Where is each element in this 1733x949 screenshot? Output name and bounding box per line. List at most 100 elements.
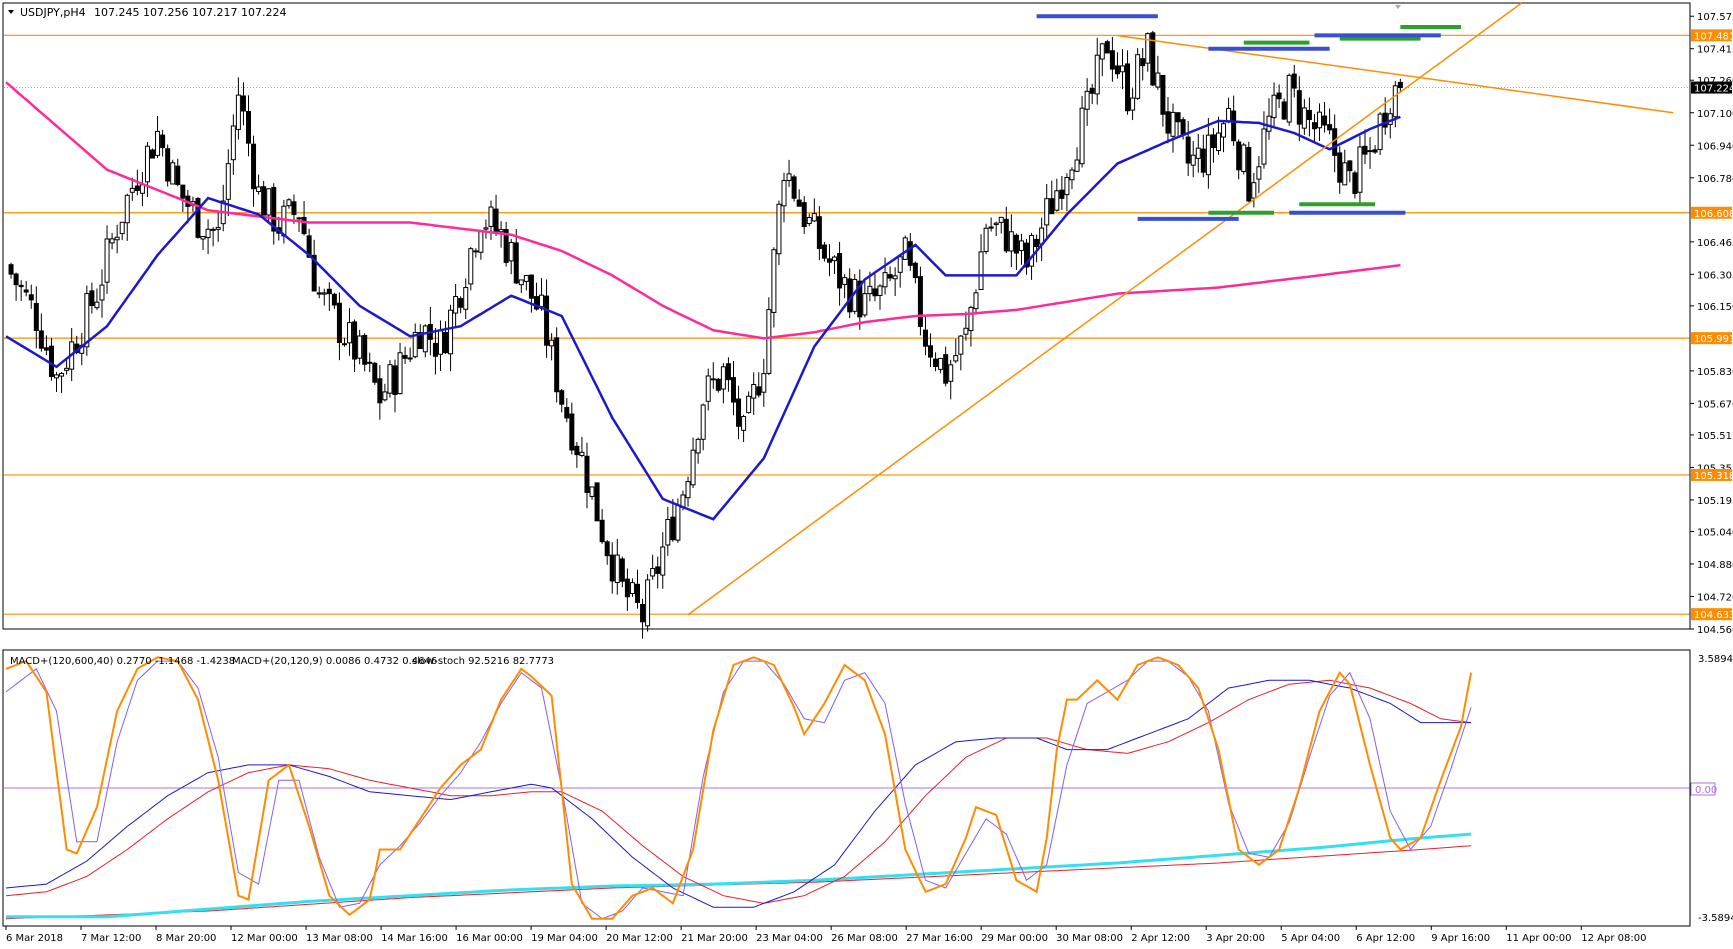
candle-body: [998, 216, 1004, 223]
candle-body: [1150, 32, 1156, 86]
time-tick-label: 19 Mar 04:00: [531, 933, 598, 944]
price-tick-label: 105.195: [1697, 496, 1733, 507]
candle-body: [599, 519, 605, 543]
candle-body: [791, 176, 797, 199]
candle-body: [842, 277, 848, 285]
candle-body: [367, 361, 373, 364]
candle-body: [336, 302, 342, 344]
candle-body: [139, 184, 145, 194]
candle-body: [1140, 58, 1146, 67]
candle-body: [271, 186, 277, 232]
candle-body: [847, 278, 853, 313]
candle-body: [119, 221, 125, 235]
candle-body: [1049, 198, 1055, 215]
price-tick-label: 105.670: [1697, 399, 1733, 410]
candle-body: [1185, 136, 1191, 164]
candle-body: [43, 347, 49, 351]
candle-body: [508, 242, 514, 262]
candle-body: [225, 163, 231, 200]
symbol-label: USDJPY,pH4: [20, 6, 86, 19]
candle-body: [1180, 119, 1186, 136]
candle-body: [463, 287, 469, 310]
candle-body: [988, 226, 994, 229]
candle-body: [1074, 159, 1080, 172]
candle-body: [948, 364, 954, 382]
ohlc-label: 107.245 107.256 107.217 107.224: [94, 6, 286, 19]
candle-body: [180, 184, 186, 199]
candle-body: [1034, 238, 1040, 248]
candle-body: [94, 301, 100, 309]
level-price-label: 105.318: [1694, 471, 1733, 482]
candle-body: [963, 327, 969, 335]
time-tick-label: 20 Mar 12:00: [606, 933, 673, 944]
candle-body: [624, 578, 630, 598]
candle-body: [1089, 88, 1095, 94]
candle-body: [741, 416, 747, 431]
candle-body: [352, 321, 358, 360]
candle-body: [902, 237, 908, 260]
candle-body: [200, 236, 206, 240]
candle-body: [826, 258, 832, 263]
candle-body: [1231, 110, 1237, 142]
candle-body: [589, 486, 595, 497]
time-tick-label: 13 Mar 08:00: [306, 933, 373, 944]
candle-body: [341, 343, 347, 346]
candle-body: [756, 386, 762, 396]
candle-body: [407, 357, 413, 360]
candle-body: [170, 162, 176, 185]
time-tick-label: 26 Mar 08:00: [831, 933, 898, 944]
candle-body: [640, 603, 646, 623]
time-tick-label: 14 Mar 16:00: [381, 933, 448, 944]
candle-body: [619, 558, 625, 582]
indicator-top-label: 3.5894: [1698, 654, 1733, 665]
candle-body: [1013, 234, 1019, 254]
macd-fast-label: MACD+(20,120,9) 0.0086 0.4732 0.4646: [232, 656, 437, 667]
trendline-0: [687, 2, 1523, 616]
candle-body: [1109, 50, 1115, 70]
candle-body: [705, 375, 711, 402]
macd-slow-label: MACD+(120,600,40) 0.2770 -1.1468 -1.4238: [10, 656, 235, 667]
candle-body: [1221, 123, 1227, 138]
candle-body: [806, 216, 812, 225]
candle-body: [392, 365, 398, 396]
candle-body: [933, 358, 939, 367]
candle-body: [635, 583, 640, 603]
candle-body: [331, 293, 337, 306]
candle-body: [1367, 150, 1373, 153]
time-axis: 6 Mar 2018 7 Mar 12:00 8 Mar 20:00 12 Mar 0…: [5, 926, 1646, 944]
candle-body: [1246, 147, 1252, 202]
candle-body: [1165, 111, 1171, 134]
candle-body: [1029, 234, 1035, 267]
candle-body: [240, 95, 246, 112]
macd-slow-line: [6, 832, 1472, 919]
candle-body: [251, 143, 257, 190]
candle-body: [776, 203, 782, 255]
candle-body: [266, 188, 272, 216]
candle-body: [134, 185, 140, 191]
price-tick-label: 106.465: [1697, 238, 1733, 249]
price-tick-label: 106.305: [1697, 270, 1733, 281]
candle-body: [1155, 72, 1161, 88]
price-tick-label: 106.940: [1697, 141, 1733, 152]
time-tick-label: 5 Apr 04:00: [1281, 933, 1340, 944]
candle-body: [54, 374, 60, 379]
dropdown-icon[interactable]: [8, 10, 14, 14]
candle-body: [1054, 190, 1060, 211]
candle-body: [771, 249, 777, 313]
time-tick-label: 12 Mar 00:00: [231, 933, 298, 944]
candle-body: [377, 378, 383, 404]
candle-body: [195, 198, 201, 238]
candle-body: [286, 199, 292, 207]
time-tick-label: 3 Apr 20:00: [1206, 933, 1265, 944]
candle-body: [564, 407, 570, 419]
candle-body: [33, 302, 39, 331]
candle-body: [746, 395, 752, 414]
candle-body: [978, 251, 984, 291]
level-price-label: 107.481: [1694, 31, 1733, 42]
price-tick-label: 105.830: [1697, 367, 1733, 378]
current-price-label: 107.224: [1694, 84, 1733, 95]
candle-body: [160, 134, 166, 149]
candle-body: [574, 445, 580, 456]
candle-body: [1160, 74, 1166, 115]
candle-body: [973, 292, 979, 310]
